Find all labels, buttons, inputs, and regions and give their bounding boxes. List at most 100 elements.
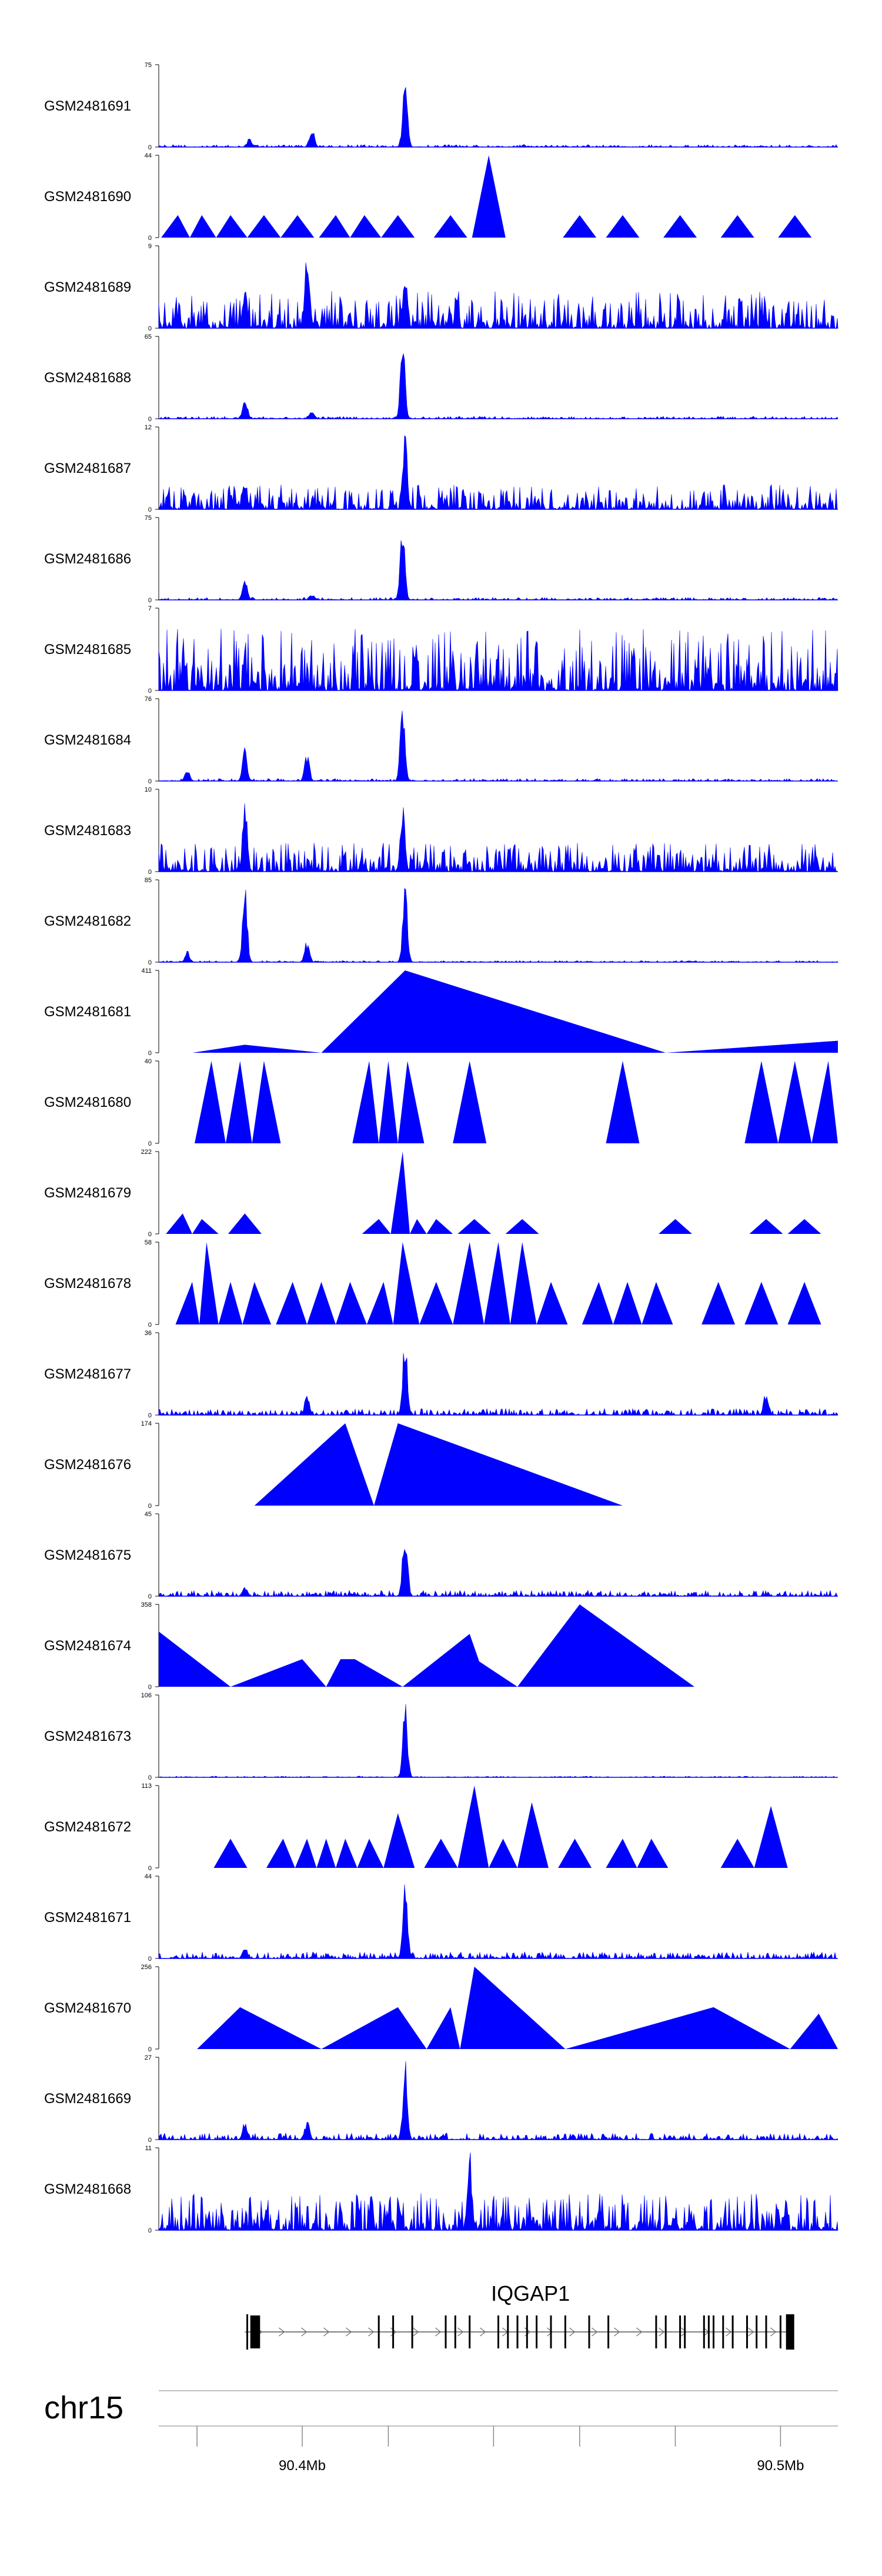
coverage-peak (778, 215, 812, 238)
ytick-min-label: 0 (148, 2227, 152, 2234)
track-GSM2481668: GSM2481668 11 0 (44, 2145, 838, 2234)
track-label: GSM2481680 (44, 1095, 131, 1110)
coverage-peak (744, 1282, 779, 1324)
coverage-peak (453, 1061, 487, 1143)
ytick-max-label: 65 (145, 333, 152, 341)
ytick-min-label: 0 (148, 325, 152, 332)
coverage-area (158, 1704, 838, 1778)
track-label: GSM2481685 (44, 642, 131, 658)
ytick-max-label: 75 (145, 515, 152, 522)
coverage-peak (489, 1838, 517, 1868)
coverage-peak (453, 1242, 485, 1324)
track-GSM2481676: GSM2481676 174 0 (44, 1420, 623, 1510)
ytick-max-label: 44 (145, 152, 152, 159)
ytick-max-label: 256 (141, 1964, 152, 1971)
coverage-area (158, 1353, 838, 1416)
ytick-min-label: 0 (148, 416, 152, 423)
ytick-max-label: 411 (141, 967, 152, 975)
track-GSM2481691: GSM2481691 75 0 (44, 62, 838, 151)
track-GSM2481682: GSM2481682 85 0 (44, 877, 838, 966)
ytick-max-label: 106 (141, 1692, 152, 1699)
coverage-peak (720, 1838, 754, 1868)
exon (679, 2315, 681, 2348)
coverage-peak (218, 1282, 243, 1324)
track-label: GSM2481691 (44, 98, 131, 114)
coverage-area (159, 1604, 694, 1687)
exon (377, 2315, 380, 2348)
track-GSM2481680: GSM2481680 40 0 (44, 1058, 838, 1147)
exon (703, 2315, 705, 2348)
exon (707, 2315, 710, 2348)
coverage-peak (383, 1813, 415, 1868)
coverage-peak (225, 1061, 252, 1143)
track-label: GSM2481688 (44, 370, 131, 386)
strand-arrow-icon (747, 2327, 754, 2337)
coverage-peak (379, 1061, 398, 1143)
track-GSM2481681: GSM2481681 411 0 (44, 967, 838, 1057)
strand-arrow-icon (300, 2327, 308, 2337)
ytick-min-label: 0 (148, 1684, 152, 1691)
ytick-min-label: 0 (148, 597, 152, 604)
coverage-peak (410, 1219, 427, 1234)
coverage-peak (558, 1838, 592, 1868)
track-label: GSM2481671 (44, 1910, 131, 1926)
ytick-max-label: 222 (141, 1149, 152, 1156)
exon (454, 2315, 456, 2348)
strand-arrow-icon (412, 2327, 419, 2337)
track-label: GSM2481674 (44, 1638, 131, 1654)
track-GSM2481675: GSM2481675 45 0 (44, 1511, 838, 1600)
ytick-min-label: 0 (148, 1412, 152, 1419)
track-label: GSM2481670 (44, 2000, 131, 2016)
coverage-peak (606, 1061, 640, 1143)
exon (469, 2315, 471, 2348)
coverage-peak (228, 1213, 262, 1234)
strand-arrow-icon (770, 2327, 777, 2337)
chromosome-label: chr15 (44, 2390, 123, 2425)
coverage-peak (276, 1282, 308, 1324)
coverage-peak (381, 215, 415, 238)
track-label: GSM2481672 (44, 1819, 131, 1835)
coverage-peak (517, 1802, 549, 1868)
coverage-peak (390, 1152, 410, 1234)
ytick-min-label: 0 (148, 2137, 152, 2144)
coverage-area (158, 2061, 838, 2141)
exon (507, 2315, 509, 2348)
coverage-peak (663, 215, 697, 238)
coverage-peak (366, 1282, 393, 1324)
ytick-max-label: 11 (145, 2145, 152, 2152)
exon (497, 2315, 499, 2348)
coverage-peak (213, 1838, 248, 1868)
coverage-peak (247, 215, 281, 238)
coverage-area (158, 710, 838, 782)
coverage-peak (642, 1282, 673, 1324)
track-GSM2481671: GSM2481671 44 0 (44, 1873, 838, 1963)
coverage-peak (787, 1282, 821, 1324)
coverage-peak (319, 215, 350, 238)
coverage-peak (563, 215, 597, 238)
coverage-peak (457, 1786, 489, 1868)
exon (684, 2315, 686, 2348)
ytick-max-label: 44 (145, 1873, 152, 1880)
coverage-peak (166, 1213, 192, 1234)
exon (607, 2315, 610, 2348)
exon (765, 2315, 767, 2348)
coverage-peak (316, 1838, 336, 1868)
ytick-min-label: 0 (148, 1322, 152, 1329)
coverage-peak (811, 1061, 838, 1143)
ytick-min-label: 0 (148, 778, 152, 785)
track-GSM2481672: GSM2481672 113 0 (44, 1783, 788, 1872)
track-GSM2481687: GSM2481687 12 0 (44, 424, 838, 513)
exon (713, 2315, 714, 2348)
ytick-max-label: 9 (148, 243, 152, 250)
ytick-max-label: 12 (145, 424, 152, 431)
coverage-peak (744, 1061, 779, 1143)
coverage-peak (484, 1242, 510, 1324)
strand-arrow-icon (479, 2327, 486, 2337)
coverage-peak (397, 1061, 425, 1143)
track-GSM2481673: GSM2481673 106 0 (44, 1692, 838, 1781)
coverage-peak (362, 1219, 391, 1234)
strand-arrow-icon (368, 2327, 375, 2337)
ytick-min-label: 0 (148, 235, 152, 242)
coverage-peak (754, 1806, 788, 1868)
track-label: GSM2481675 (44, 1547, 131, 1563)
